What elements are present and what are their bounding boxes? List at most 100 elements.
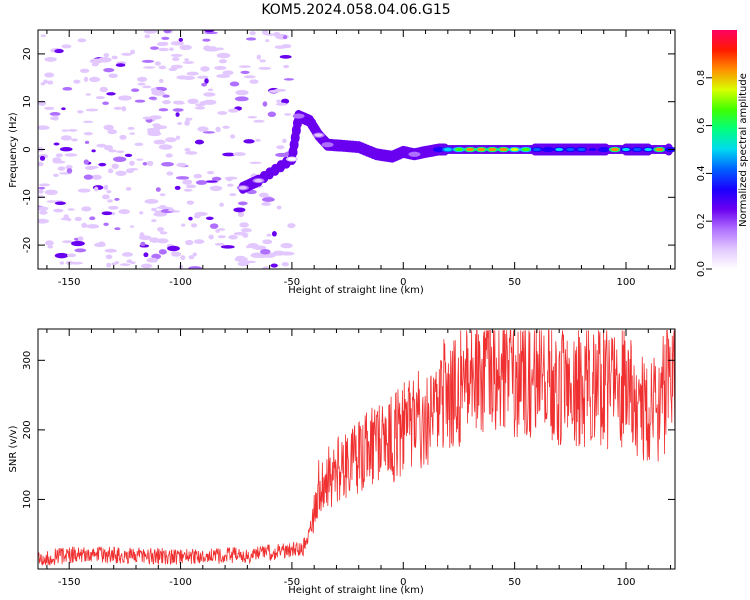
noise-speckle: [206, 171, 215, 175]
x-tick-label: 0: [400, 277, 406, 288]
noise-speckle: [99, 86, 108, 93]
noise-speckle: [176, 122, 183, 125]
noise-speckle: [142, 85, 152, 89]
noise-speckle: [47, 80, 54, 85]
x-tick-label: 50: [508, 577, 521, 588]
signal-core: [532, 147, 541, 152]
noise-speckle: [142, 116, 153, 120]
noise-speckle: [119, 134, 127, 140]
noise-speckle: [232, 152, 246, 157]
noise-speckle: [185, 151, 198, 155]
noise-speckle: [101, 194, 110, 200]
noise-speckle: [186, 71, 199, 76]
noise-speckle: [265, 39, 270, 43]
noise-speckle: [243, 139, 255, 144]
noise-speckle: [113, 106, 123, 110]
signal-core: [294, 114, 303, 118]
noise-speckle: [266, 233, 272, 237]
noise-speckle: [121, 106, 127, 112]
signal-core: [336, 144, 345, 148]
noise-speckle: [129, 132, 136, 135]
noise-speckle: [77, 188, 91, 193]
snr-line: [38, 329, 675, 567]
noise-speckle: [214, 242, 225, 246]
noise-speckle: [77, 110, 84, 114]
noise-speckle: [89, 216, 96, 221]
noise-speckle: [73, 79, 81, 84]
noise-speckle: [183, 188, 193, 192]
noise-speckle: [187, 98, 199, 105]
noise-speckle: [149, 115, 162, 120]
noise-speckle: [220, 245, 235, 249]
signal-core: [521, 147, 530, 152]
noise-speckle: [192, 252, 197, 257]
signal-core: [254, 178, 263, 183]
noise-speckle: [158, 65, 167, 70]
spectrogram-y-axis-label: Frequency (Hz): [8, 112, 19, 188]
noise-speckle: [139, 211, 144, 215]
y-tick-label: -20: [22, 237, 33, 253]
noise-speckle: [52, 157, 62, 163]
noise-speckle: [38, 183, 51, 187]
noise-speckle: [190, 223, 198, 228]
noise-speckle: [38, 218, 50, 224]
noise-speckle: [208, 234, 214, 240]
noise-speckle: [238, 65, 251, 68]
noise-speckle: [200, 66, 210, 72]
noise-speckle: [114, 227, 121, 231]
noise-speckle: [119, 263, 131, 267]
noise-speckle: [281, 262, 290, 267]
noise-speckle: [182, 179, 193, 185]
noise-speckle: [54, 49, 64, 54]
noise-speckle: [53, 208, 64, 213]
noise-speckle: [118, 209, 130, 215]
noise-speckle: [105, 254, 113, 260]
noise-speckle: [142, 162, 148, 166]
noise-speckle: [249, 31, 256, 36]
noise-speckle: [222, 125, 230, 129]
noise-speckle: [143, 30, 158, 34]
noise-speckle: [203, 92, 216, 97]
noise-speckle: [43, 79, 48, 84]
noise-speckle: [207, 88, 214, 92]
noise-speckle: [194, 106, 206, 110]
noise-speckle: [59, 147, 73, 152]
x-tick-label: -50: [284, 577, 300, 588]
noise-speckle: [202, 131, 215, 134]
snr-panel: -150 -100 -50 0 50 100 100 200 300 Height of str…: [8, 328, 676, 596]
noise-speckle: [233, 231, 248, 236]
noise-speckle: [193, 214, 201, 219]
snr-x-axis-label: Height of straight line (km): [288, 585, 424, 596]
noise-speckle: [262, 101, 268, 107]
noise-speckle: [107, 199, 113, 203]
noise-speckle: [279, 54, 292, 59]
noise-speckle: [107, 129, 118, 135]
noise-speckle: [44, 189, 58, 196]
signal-core: [488, 147, 497, 152]
noise-speckle: [156, 238, 169, 244]
noise-speckle: [219, 202, 224, 207]
noise-speckle: [235, 89, 249, 96]
noise-speckle: [281, 138, 287, 143]
noise-speckle: [262, 239, 273, 245]
noise-speckle: [96, 143, 107, 148]
noise-speckle: [215, 126, 221, 133]
noise-speckle: [38, 189, 44, 194]
noise-speckle: [216, 74, 231, 79]
figure-title: KOM5.2024.058.04.06.G15: [261, 2, 450, 18]
signal-core: [610, 147, 619, 152]
noise-speckle: [83, 76, 89, 82]
noise-speckle: [184, 58, 190, 62]
signal-core: [599, 147, 608, 152]
noise-speckle: [103, 144, 113, 151]
signal-core: [323, 143, 332, 147]
noise-speckle: [284, 113, 292, 116]
noise-speckle: [54, 201, 67, 206]
noise-speckle: [141, 59, 155, 63]
signal-core: [466, 147, 475, 152]
noise-speckle: [65, 260, 75, 265]
noise-speckle: [236, 255, 245, 259]
noise-speckle: [125, 168, 134, 174]
noise-speckle: [103, 67, 115, 73]
noise-speckle: [140, 263, 153, 269]
